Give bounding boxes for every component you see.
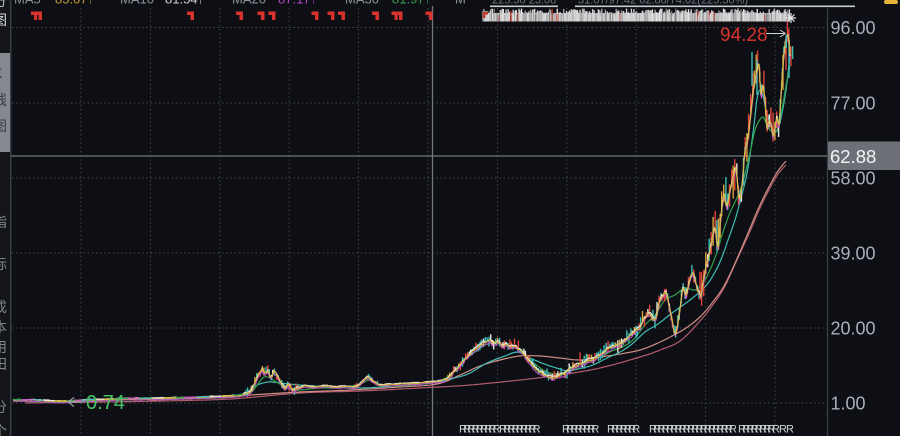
svg-text:图: 图	[0, 118, 7, 134]
svg-text:M: M	[455, 0, 466, 7]
svg-text:R: R	[687, 424, 695, 436]
svg-text:R: R	[493, 424, 501, 436]
svg-text:R: R	[725, 424, 733, 436]
svg-text:R: R	[533, 424, 541, 436]
svg-text:MA20: MA20	[232, 0, 266, 7]
svg-text:R: R	[488, 424, 496, 436]
svg-text:R: R	[779, 424, 787, 436]
svg-text:R: R	[463, 424, 471, 436]
svg-text:R: R	[516, 424, 524, 436]
svg-text:20.00: 20.00	[831, 319, 876, 339]
svg-text:85.07↑: 85.07↑	[55, 0, 94, 7]
svg-text:R: R	[695, 424, 703, 436]
svg-text:R: R	[512, 424, 520, 436]
svg-text:81.54↑: 81.54↑	[165, 0, 204, 7]
svg-text:R: R	[708, 424, 716, 436]
svg-text:K: K	[0, 65, 3, 81]
svg-text:39.00: 39.00	[831, 244, 876, 264]
svg-text:MA5: MA5	[14, 0, 41, 7]
svg-text:R: R	[751, 424, 759, 436]
svg-text:R: R	[759, 424, 767, 436]
svg-text:用: 用	[0, 339, 7, 355]
svg-text:87.17↑: 87.17↑	[278, 0, 317, 7]
svg-text:R: R	[607, 424, 615, 436]
svg-text:R: R	[666, 424, 674, 436]
svg-text:R: R	[683, 424, 691, 436]
svg-text:R: R	[649, 424, 657, 436]
svg-text:分: 分	[0, 399, 7, 415]
svg-text:R: R	[562, 424, 570, 436]
svg-text:R: R	[570, 424, 578, 436]
svg-text:R: R	[755, 424, 763, 436]
svg-text:R: R	[484, 424, 492, 436]
svg-text:R: R	[566, 424, 574, 436]
svg-text:81.97↑: 81.97↑	[392, 0, 431, 7]
svg-text:标: 标	[0, 256, 7, 272]
svg-text:77.00: 77.00	[831, 94, 876, 114]
svg-text:田: 田	[0, 356, 7, 372]
svg-text:R: R	[767, 424, 775, 436]
svg-text:R: R	[583, 424, 591, 436]
svg-text:R: R	[653, 424, 661, 436]
svg-text:R: R	[632, 424, 640, 436]
svg-text:R: R	[472, 424, 480, 436]
svg-text:R: R	[620, 424, 628, 436]
svg-text:R: R	[674, 424, 682, 436]
svg-text:R: R	[476, 424, 484, 436]
svg-text:个: 个	[0, 423, 7, 436]
svg-text:R: R	[507, 424, 515, 436]
svg-text:线: 线	[0, 92, 7, 108]
svg-text:R: R	[721, 424, 729, 436]
svg-text:R: R	[704, 424, 712, 436]
svg-text:分: 分	[0, 0, 7, 9]
svg-text:R: R	[587, 424, 595, 436]
svg-text:R: R	[786, 424, 794, 436]
svg-text:R: R	[662, 424, 670, 436]
svg-text:R: R	[691, 424, 699, 436]
svg-text:R: R	[480, 424, 488, 436]
svg-text:0.74: 0.74	[86, 392, 125, 414]
svg-text:R: R	[503, 424, 511, 436]
svg-text:31.07/97.42 62.88/74.02(225.30: 31.07/97.42 62.88/74.02(225.30%)	[578, 0, 748, 7]
svg-text:R: R	[499, 424, 507, 436]
svg-text:R: R	[467, 424, 475, 436]
svg-text:R: R	[716, 424, 724, 436]
svg-text:R: R	[528, 424, 536, 436]
svg-text:MA10: MA10	[120, 0, 154, 7]
svg-text:R: R	[679, 424, 687, 436]
svg-text:R: R	[520, 424, 528, 436]
svg-text:R: R	[459, 424, 467, 436]
svg-text:R: R	[611, 424, 619, 436]
svg-text:R: R	[772, 424, 780, 436]
svg-text:本: 本	[0, 319, 7, 335]
svg-text:R: R	[657, 424, 665, 436]
svg-text:62.88: 62.88	[830, 146, 876, 167]
svg-text:成: 成	[0, 299, 7, 315]
svg-text:94.28: 94.28	[720, 25, 768, 46]
svg-text:1.00: 1.00	[831, 394, 866, 414]
svg-text:R: R	[742, 424, 750, 436]
svg-text:R: R	[524, 424, 532, 436]
svg-text:R: R	[763, 424, 771, 436]
svg-text:R: R	[700, 424, 708, 436]
svg-text:R: R	[746, 424, 754, 436]
svg-text:MA30: MA30	[345, 0, 379, 7]
svg-text:指: 指	[0, 214, 7, 230]
svg-text:225.30 23.08: 225.30 23.08	[492, 0, 556, 7]
svg-text:图: 图	[0, 12, 7, 28]
svg-text:R: R	[729, 424, 737, 436]
svg-text:R: R	[670, 424, 678, 436]
svg-text:58.00: 58.00	[831, 169, 876, 189]
svg-text:R: R	[628, 424, 636, 436]
svg-text:R: R	[579, 424, 587, 436]
svg-text:96.00: 96.00	[831, 18, 876, 38]
svg-text:R: R	[712, 424, 720, 436]
svg-text:R: R	[738, 424, 746, 436]
svg-text:R: R	[575, 424, 583, 436]
svg-text:R: R	[624, 424, 632, 436]
svg-text:R: R	[615, 424, 623, 436]
svg-text:R: R	[591, 424, 599, 436]
